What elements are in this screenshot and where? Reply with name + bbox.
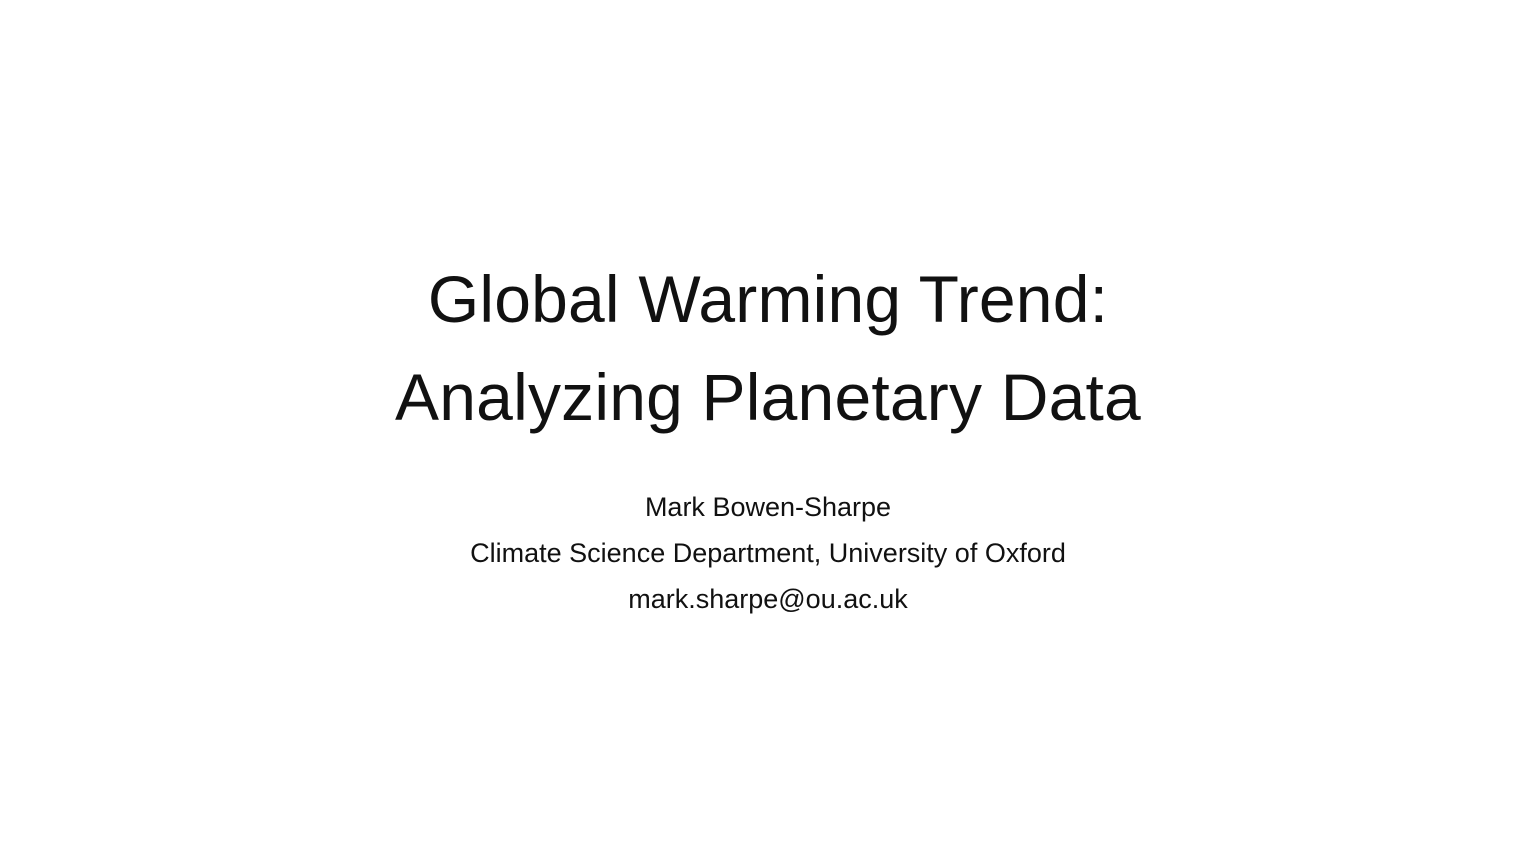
slide-title-line-2: Analyzing Planetary Data: [395, 360, 1141, 434]
slide-title: Global Warming Trend: Analyzing Planetar…: [0, 250, 1536, 446]
author-name: Mark Bowen-Sharpe: [644, 492, 892, 522]
slide-subtitle: Mark Bowen-Sharpe Climate Science Depart…: [0, 484, 1536, 622]
author-email: mark.sharpe@ou.ac.uk: [628, 584, 908, 614]
author-affiliation: Climate Science Department, University o…: [470, 538, 1066, 568]
slide-title-line-1: Global Warming Trend:: [427, 262, 1109, 336]
